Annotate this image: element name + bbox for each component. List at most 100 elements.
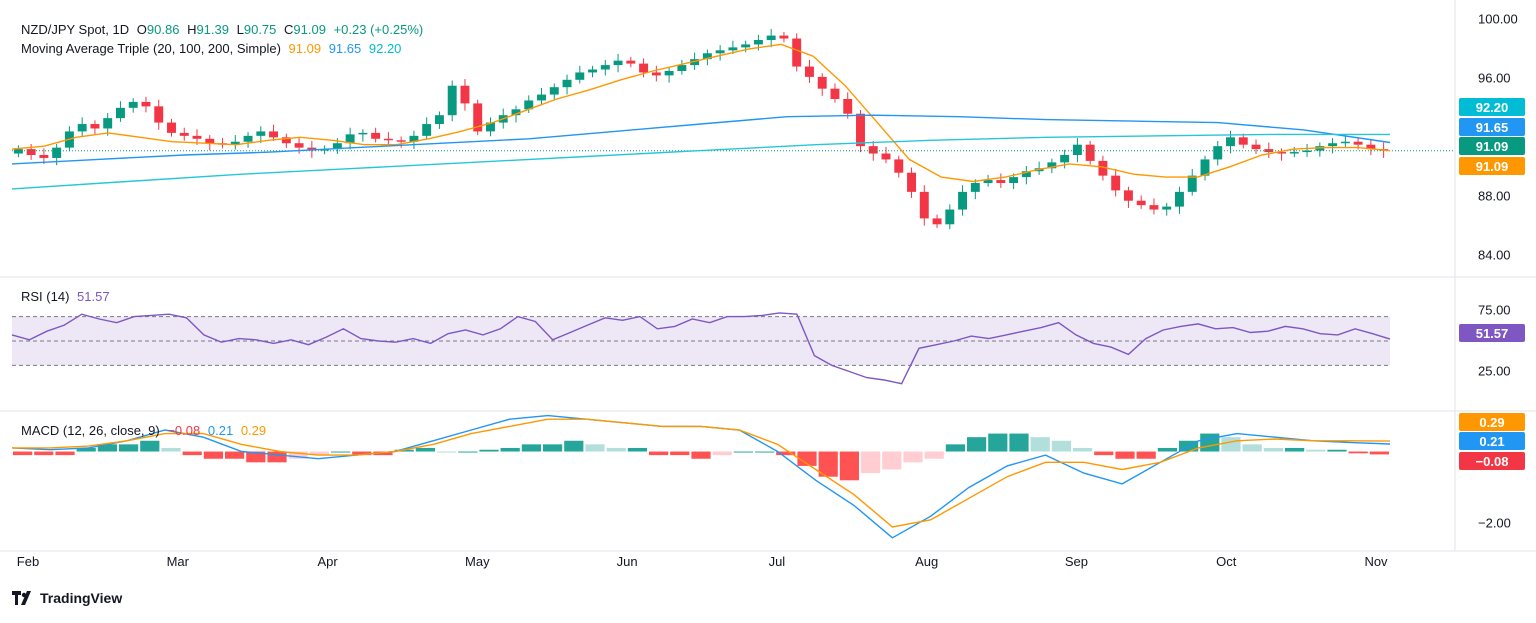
candle-body [1213,146,1223,160]
price-y-tick-label: 100.00 [1478,11,1518,26]
macd-histogram-bar [776,451,796,456]
candle-body [1277,152,1287,154]
tradingview-logo[interactable]: TradingView [12,590,122,606]
candle-body [894,159,904,173]
ma20-value: 91.09 [288,41,322,56]
candle-body [881,153,891,160]
macd-histogram-bar [140,440,160,452]
high-label: H [187,22,197,37]
tradingview-logo-text: TradingView [40,590,123,606]
candle-body [269,131,279,138]
macd-histogram-bar [670,451,690,456]
badge-rsi: 51.57 [1476,326,1509,341]
macd-legend: MACD (12, 26, close, 9) −0.08 0.21 0.29 [21,423,270,438]
candle-body [524,100,534,110]
macd-hist-value: −0.08 [167,423,201,438]
symbol-title: NZD/JPY Spot, 1D [21,22,130,37]
macd-histogram-bar [797,451,817,466]
badge-macd-line-bg [1459,432,1525,450]
open-value: O90.86 [137,22,180,37]
candle-body [741,44,751,48]
macd-histogram-bar [1306,449,1326,452]
macd-histogram-bar [861,451,881,474]
macd-histogram-bar [1285,447,1305,452]
open-number: 90.86 [146,22,180,37]
macd-histogram-bar [1200,433,1220,452]
badge-ma20: 91.09 [1476,159,1509,174]
macd-histogram-bar [1136,451,1156,459]
macd-histogram-bar [903,451,923,463]
close-label: C [284,22,294,37]
candle-body [1136,200,1146,206]
low-label: L [236,22,244,37]
candle-body [996,180,1006,184]
candle-body [830,88,840,99]
macd-histogram-bar [1369,451,1389,455]
macd-histogram-bar [543,444,563,452]
macd-histogram-bar [331,451,351,453]
badge-rsi-bg [1459,324,1525,342]
candle-body [1060,155,1070,163]
candle-body [1353,141,1363,145]
candle-body [1226,137,1235,147]
macd-histogram-bar [1030,437,1050,452]
candle-body [1289,152,1299,154]
candle-body [447,85,457,116]
candle-body [396,140,406,142]
badge-ma100: 91.65 [1476,120,1509,135]
candle-body [779,35,789,39]
macd-histogram-bar [839,451,859,481]
macd-histogram-bar [13,451,33,456]
macd-histogram-bar [1009,433,1029,452]
candle-body [575,72,585,80]
macd-histogram-bar [1073,447,1093,452]
badge-ma200: 92.20 [1476,100,1509,115]
candle-body [1187,175,1197,192]
macd-histogram-bar [924,451,944,459]
low-value: L90.75 [237,22,277,37]
candle-body [1238,137,1248,145]
candle-body [868,146,878,154]
macd-histogram-bar [161,447,181,452]
candle-body [141,101,151,107]
candle-body [13,149,23,154]
candle-body [1098,160,1108,176]
macd-y-tick-label: −2.00 [1478,515,1511,530]
rsi-line [11,312,1391,385]
candle-body [192,135,202,139]
badge-ma20-bg [1459,157,1525,175]
price-y-tick-label: 96.00 [1478,70,1511,85]
macd-histogram-bar [627,447,647,452]
macd-histogram-bar [76,447,96,452]
high-number: 91.39 [196,22,229,37]
macd-histogram-bar [606,447,626,452]
ma100-line [11,114,1391,165]
tradingview-logo-icon [12,591,31,605]
macd-histogram-bar [437,451,457,453]
candle-body [1264,149,1274,153]
candle-body [945,209,955,225]
candle-body [804,66,814,77]
candle-body [753,40,763,45]
candle-body [537,94,546,101]
macd-histogram-bar [458,451,478,453]
macd-histogram-bar [1157,447,1177,452]
macd-histogram-bar [309,451,329,456]
candle-body [128,101,138,108]
candle-body [983,180,993,184]
macd-signal-value: 0.29 [240,423,267,438]
close-number: 91.09 [293,22,326,37]
candle-body [702,53,712,60]
x-tick-label: Jun [617,554,638,569]
low-number: 90.75 [243,22,277,37]
badge-macd-signal: 0.29 [1479,415,1504,430]
candle-body [677,65,687,71]
x-tick-label: Sep [1065,554,1088,569]
x-tick-label: Nov [1364,554,1388,569]
macd-histogram-bar [225,451,245,459]
candle-body [728,47,738,51]
candle-body [115,107,125,119]
ma20-line [11,43,1391,183]
